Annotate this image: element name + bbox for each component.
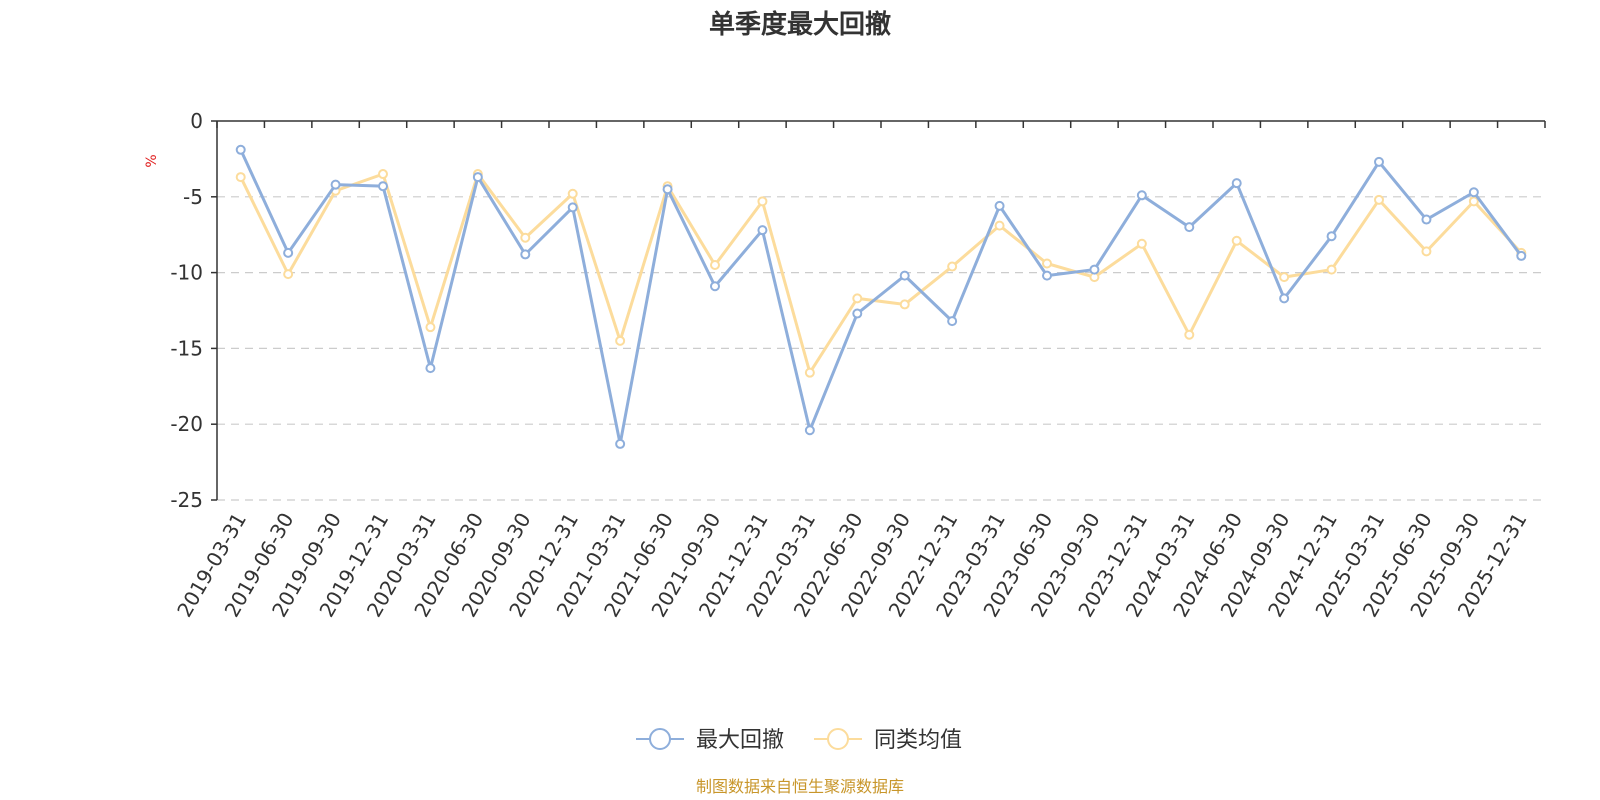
data-point — [1231, 178, 1242, 189]
y-axis-unit: % — [144, 154, 160, 167]
data-point — [994, 220, 1005, 231]
data-point — [994, 200, 1005, 211]
data-point — [1136, 238, 1147, 249]
data-point — [1042, 270, 1052, 281]
data-point — [804, 367, 815, 378]
data-point — [757, 196, 768, 207]
data-point — [804, 425, 815, 436]
chart-title: 单季度最大回撤 — [709, 9, 891, 40]
series-line-0 — [239, 148, 1523, 446]
y-tick-label: -25 — [170, 488, 203, 512]
legend-item-category-average[interactable]: 同类均值 — [814, 728, 962, 753]
data-point — [1326, 231, 1337, 242]
data-point — [1421, 246, 1432, 257]
data-point — [425, 363, 436, 374]
data-point — [1468, 196, 1479, 207]
legend-label-max-drawdown: 最大回撤 — [696, 728, 784, 753]
data-point — [1279, 293, 1290, 304]
y-tick-label: 0 — [190, 109, 203, 133]
data-point — [472, 172, 483, 183]
data-source-note: 制图数据来自恒生聚源数据库 — [696, 777, 904, 796]
data-point — [1374, 156, 1384, 167]
data-point — [520, 232, 531, 243]
data-point — [757, 225, 768, 236]
data-point — [710, 281, 720, 292]
y-tick-label: -15 — [170, 336, 203, 360]
data-point — [947, 316, 958, 327]
data-point — [1279, 272, 1290, 283]
data-point — [852, 308, 863, 319]
data-point — [1231, 235, 1242, 246]
legend[interactable]: 最大回撤 同类均值 — [636, 728, 962, 753]
data-point — [1089, 264, 1100, 275]
data-point — [378, 169, 388, 180]
legend-label-category-average: 同类均值 — [874, 728, 962, 753]
data-point — [710, 260, 720, 271]
data-point — [615, 335, 626, 346]
y-tick-label: -10 — [170, 261, 203, 285]
data-point — [1421, 214, 1432, 225]
data-point — [947, 261, 958, 272]
data-point — [235, 172, 246, 183]
legend-item-max-drawdown[interactable]: 最大回撤 — [636, 728, 784, 753]
data-point — [235, 144, 246, 155]
data-point — [567, 188, 578, 199]
data-point — [1468, 187, 1479, 198]
data-point — [283, 269, 294, 280]
data-point — [1042, 258, 1052, 269]
data-point — [1374, 194, 1384, 205]
data-point — [852, 293, 863, 304]
grid-lines — [217, 196, 1545, 501]
data-point — [1516, 250, 1527, 261]
data-point — [899, 299, 910, 310]
series-line-1 — [239, 172, 1523, 375]
data-point — [567, 202, 578, 213]
data-point — [330, 179, 341, 190]
data-point — [899, 270, 910, 281]
data-point — [425, 322, 436, 333]
legend-marker-icon — [827, 728, 849, 750]
y-tick-label: -5 — [183, 185, 203, 209]
data-point — [615, 438, 626, 449]
data-point — [520, 249, 531, 260]
data-point — [378, 181, 388, 192]
data-point — [1326, 264, 1337, 275]
data-point — [662, 184, 673, 195]
data-point — [1136, 190, 1147, 201]
data-point — [283, 247, 294, 258]
legend-marker-icon — [649, 728, 671, 750]
data-point — [1184, 329, 1195, 340]
data-point — [1184, 222, 1195, 233]
y-tick-label: -20 — [170, 412, 203, 436]
series-lines — [235, 144, 1527, 449]
